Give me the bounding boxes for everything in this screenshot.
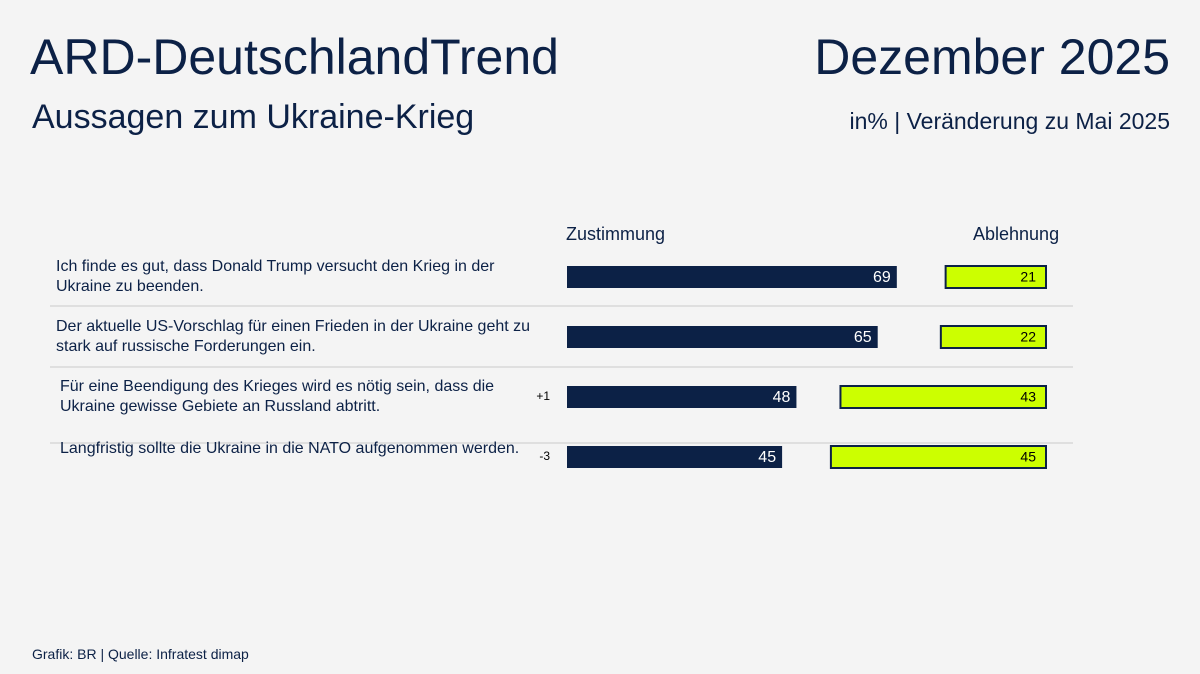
value-label: 22 [1020,329,1036,345]
bar [567,266,897,288]
unit-note: in% | Veränderung zu Mai 2025 [849,108,1170,134]
value-label: 21 [1020,269,1036,285]
chart-title: ARD-DeutschlandTrend [30,29,559,85]
bar [839,385,1048,409]
value-label: 45 [1020,449,1036,465]
category-label: Der aktuelle US-Vorschlag für einen Frie… [56,318,531,355]
value-label: 45 [758,449,776,466]
bar [567,326,878,348]
category-label: Langfristig sollte die Ukraine in die NA… [60,440,520,457]
source: Grafik: BR | Quelle: Infratest dimap [32,646,249,662]
change-label: -3 [539,449,550,463]
value-label: 69 [873,269,891,286]
bar [829,445,1048,469]
category-label: Ich finde es gut, dass Donald Trump vers… [56,258,495,295]
bar [567,386,797,408]
value-label: 43 [1020,389,1036,405]
value-label: 48 [773,389,791,406]
legend-entry: Ablehnung [973,224,1060,244]
bar [944,265,1047,289]
legend-entry: Zustimmung [566,224,666,244]
bar [939,325,1048,349]
category-label: Für eine Beendigung des Krieges wird es … [60,378,495,415]
bar [567,446,783,468]
change-label: +1 [536,389,550,403]
value-label: 65 [854,329,872,346]
chart-date: Dezember 2025 [814,29,1170,85]
chart-subtitle: Aussagen zum Ukraine-Krieg [32,98,475,136]
